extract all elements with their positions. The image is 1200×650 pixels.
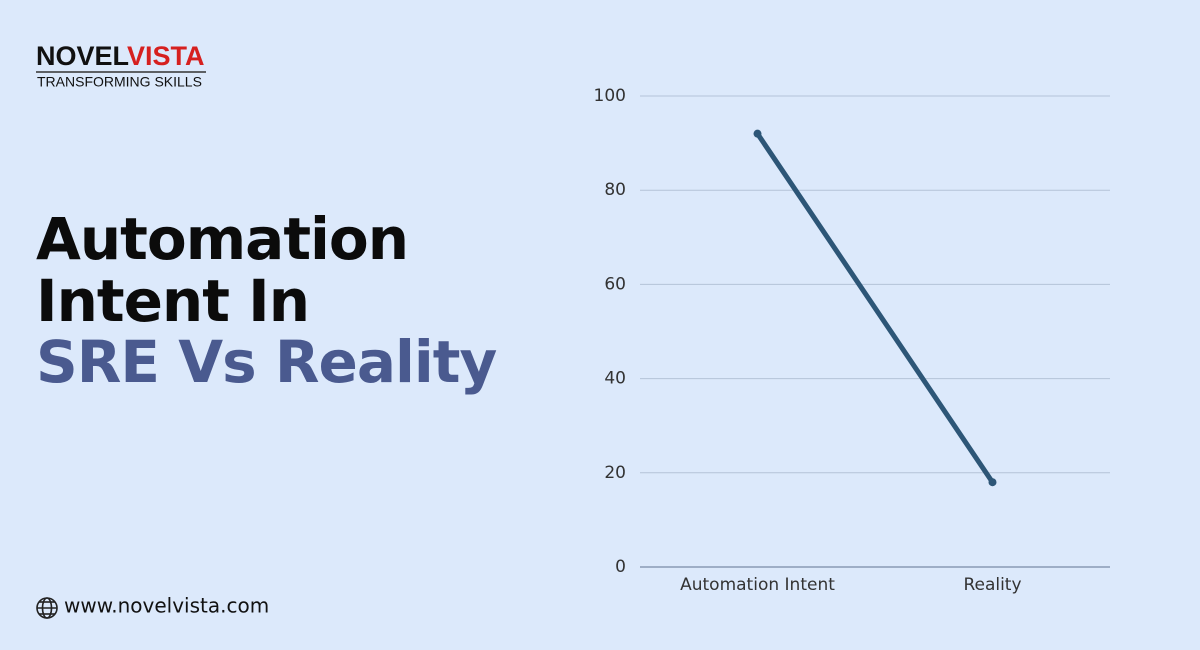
- y-tick-label: 100: [594, 86, 626, 106]
- point: [753, 129, 762, 138]
- globe-icon: [36, 597, 58, 619]
- line: [755, 131, 995, 485]
- logo-brand-dark: NOVEL: [36, 41, 129, 71]
- point: [988, 478, 997, 487]
- y-tick-label: 80: [604, 180, 626, 200]
- logo-brand-accent: VISTA: [127, 41, 205, 71]
- x-tick-label: Reality: [963, 575, 1021, 595]
- y-tick-label: 0: [615, 557, 626, 577]
- y-tick-label: 20: [604, 463, 626, 483]
- y-tick-label: 40: [604, 369, 626, 389]
- logo-tagline: TRANSFORMING SKILLS: [37, 74, 202, 90]
- y-tick-label: 60: [604, 274, 626, 294]
- headline-line: Automation: [36, 205, 408, 273]
- headline-line: Intent In: [36, 267, 309, 335]
- headline-highlight: SRE Vs Reality: [36, 328, 496, 396]
- website: www.novelvista.com: [64, 594, 269, 618]
- x-tick-label: Automation Intent: [680, 575, 835, 595]
- logo-brand: NOVELVISTA: [36, 41, 205, 71]
